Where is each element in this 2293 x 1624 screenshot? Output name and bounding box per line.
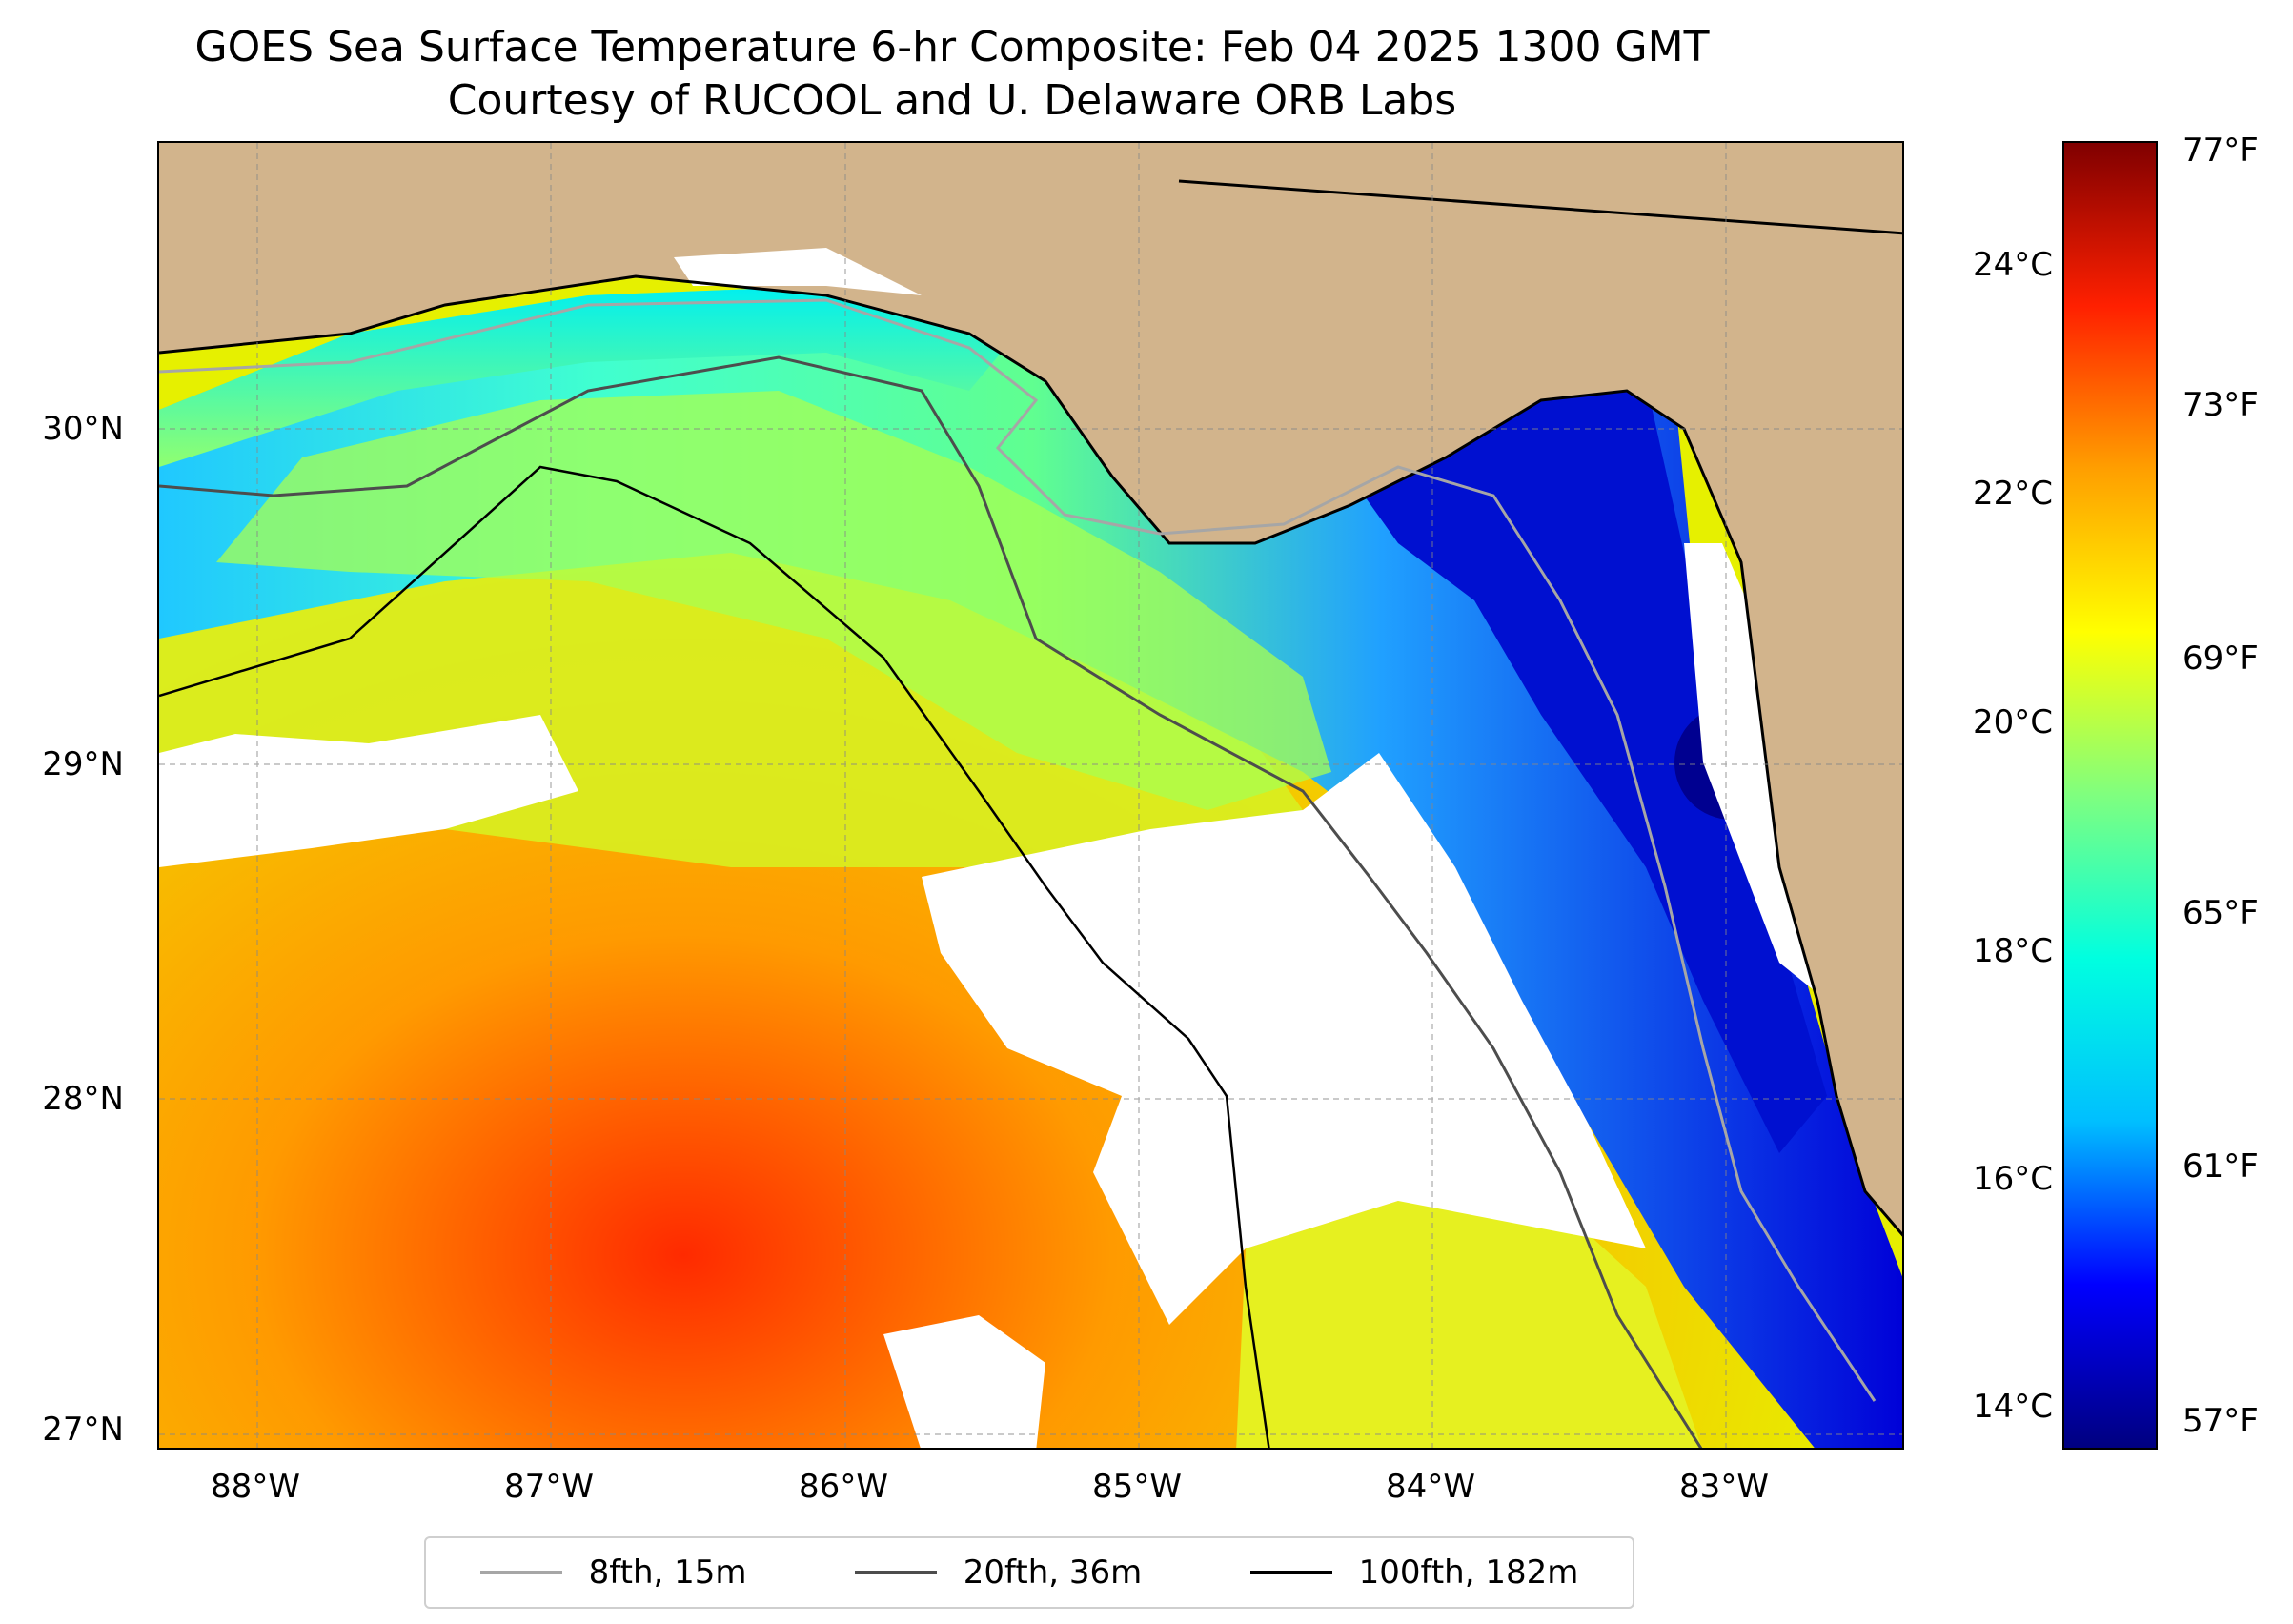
state-border xyxy=(1178,179,1902,235)
coastline xyxy=(159,274,1902,1237)
cbar-label-77f: 77°F xyxy=(2182,132,2259,170)
legend-label-100fth: 100fth, 182m xyxy=(1358,1553,1579,1592)
green-shelf-region xyxy=(216,391,1331,810)
cbar-label-20c: 20°C xyxy=(1972,703,2053,741)
cbar-label-65f: 65°F xyxy=(2182,894,2259,932)
map-grid xyxy=(159,143,1902,1448)
legend-item-20fth: 20fth, 36m xyxy=(854,1553,1143,1592)
lon-label-84w: 84°W xyxy=(1386,1468,1475,1506)
cbar-label-69f: 69°F xyxy=(2182,639,2259,678)
lon-label-83w: 83°W xyxy=(1679,1468,1769,1506)
nodata-region-west xyxy=(159,715,578,867)
isobath-legend: 8fth, 15m 20fth, 36m 100fth, 182m xyxy=(424,1536,1634,1609)
cbar-label-16c: 16°C xyxy=(1972,1160,2053,1198)
cbar-label-24c: 24°C xyxy=(1972,246,2053,284)
dark-blue-bigbend xyxy=(1350,381,1827,1153)
lon-label-85w: 85°W xyxy=(1092,1468,1182,1506)
colorbar xyxy=(2062,141,2158,1450)
contour-20fth xyxy=(159,355,1703,1448)
legend-label-20fth: 20fth, 36m xyxy=(963,1553,1143,1592)
lat-label-27n: 27°N xyxy=(42,1411,124,1449)
lat-label-29n: 29°N xyxy=(42,745,124,783)
land-north-coast xyxy=(159,143,1902,1235)
legend-swatch-20fth xyxy=(854,1571,937,1574)
lat-label-30n: 30°N xyxy=(42,410,124,448)
nodata-region-central xyxy=(922,753,1646,1325)
legend-item-100fth: 100fth, 182m xyxy=(1249,1553,1579,1592)
chart-title: GOES Sea Surface Temperature 6-hr Compos… xyxy=(194,23,1710,71)
lat-label-28n: 28°N xyxy=(42,1080,124,1118)
cbar-label-73f: 73°F xyxy=(2182,386,2259,424)
lon-label-87w: 87°W xyxy=(504,1468,594,1506)
chart-subtitle: Courtesy of RUCOOL and U. Delaware ORB L… xyxy=(447,76,1457,125)
sst-map xyxy=(157,141,1904,1450)
legend-swatch-100fth xyxy=(1249,1571,1332,1574)
legend-label-8fth: 8fth, 15m xyxy=(588,1553,747,1592)
map-canvas xyxy=(159,143,1902,1448)
legend-item-8fth: 8fth, 15m xyxy=(479,1553,747,1592)
contour-8fth xyxy=(159,298,1877,1402)
legend-swatch-8fth xyxy=(479,1571,562,1574)
land-bay-white xyxy=(674,248,922,295)
yellow-south-region xyxy=(1236,1191,1702,1448)
coastal-cyan-band xyxy=(159,286,1017,467)
cbar-label-61f: 61°F xyxy=(2182,1147,2259,1186)
nodata-region-south xyxy=(883,1315,1045,1448)
lon-label-88w: 88°W xyxy=(211,1468,300,1506)
cbar-label-22c: 22°C xyxy=(1972,475,2053,513)
lon-label-86w: 86°W xyxy=(799,1468,888,1506)
cbar-label-14c: 14°C xyxy=(1972,1388,2053,1426)
contour-100fth xyxy=(159,465,1270,1448)
cbar-label-18c: 18°C xyxy=(1972,932,2053,970)
cbar-label-57f: 57°F xyxy=(2182,1402,2259,1440)
